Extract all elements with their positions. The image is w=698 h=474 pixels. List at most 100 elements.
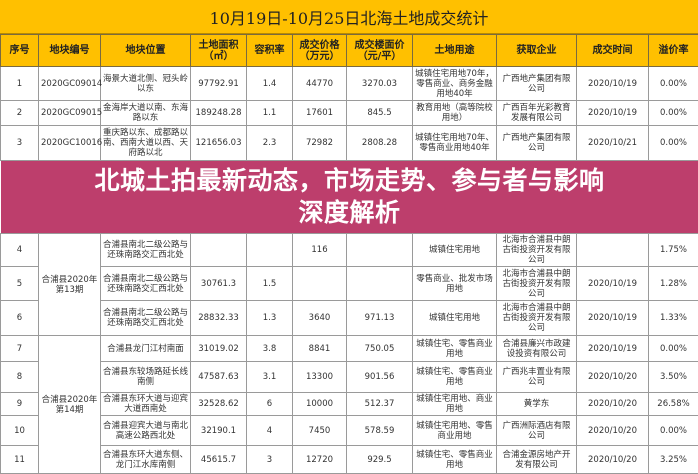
cell-area: 121656.03: [191, 126, 247, 161]
cell-unit: 578.59: [347, 416, 413, 446]
cell-buyer: 广西地产集团有限公司: [497, 67, 577, 101]
cell-no: 3: [1, 126, 39, 161]
cell-unit: [347, 234, 413, 267]
cell-unit: [347, 267, 413, 301]
cell-buyer: 北海市合浦县中朗古街投资开发有限公司: [497, 301, 577, 336]
cell-loc: 合浦县迎宾大道与南北高速公路西北处: [101, 416, 191, 446]
cell-code: 合浦县2020年第13期: [39, 234, 101, 336]
column-header: 容积率: [247, 35, 293, 67]
cell-buyer: 广西地产集团有限公司: [497, 126, 577, 161]
cell-price: 10000: [293, 393, 347, 416]
cell-date: 2020/10/19: [577, 301, 649, 336]
cell-far: [247, 234, 293, 267]
cell-premium: 0.00%: [649, 336, 698, 362]
cell-loc: 海景大道北侧、冠头岭以东: [101, 67, 191, 101]
cell-price: 12720: [293, 446, 347, 474]
column-header: 序号: [1, 35, 39, 67]
cell-date: 2020/10/19: [577, 336, 649, 362]
cell-price: 13300: [293, 362, 347, 393]
column-header: 溢价率: [649, 35, 698, 67]
column-header: 成交楼面价（元/平）: [347, 35, 413, 67]
cell-no: 1: [1, 67, 39, 101]
cell-no: 8: [1, 362, 39, 393]
cell-loc: 合浦县东环大道东侧、龙门江水库南侧: [101, 446, 191, 474]
cell-area: 32190.1: [191, 416, 247, 446]
cell-date: 2020/10/19: [577, 67, 649, 101]
cell-use: 城镇住宅、零售商业用地: [413, 336, 497, 362]
cell-date: 2020/10/19: [577, 267, 649, 301]
cell-area: 97792.91: [191, 67, 247, 101]
cell-buyer: 广西兆丰置业有限公司: [497, 362, 577, 393]
cell-unit: 3270.03: [347, 67, 413, 101]
cell-no: 11: [1, 446, 39, 474]
cell-unit: 750.05: [347, 336, 413, 362]
column-header: 土地用途: [413, 35, 497, 67]
cell-price: 8841: [293, 336, 347, 362]
column-header: 成交时间: [577, 35, 649, 67]
cell-price: 3640: [293, 301, 347, 336]
cell-no: 5: [1, 267, 39, 301]
column-header: 地块位置: [101, 35, 191, 67]
table-title: 10月19日-10月25日北海土地成交统计: [0, 0, 698, 34]
cell-area: 32528.62: [191, 393, 247, 416]
header-row: 序号地块编号地块位置土地面积（㎡）容积率成交价格（万元）成交楼面价（元/平）土地…: [1, 35, 698, 67]
cell-code: 2020GC09015: [39, 101, 101, 126]
cell-unit: 901.56: [347, 362, 413, 393]
cell-use: 教育用地（高等院校用地）: [413, 101, 497, 126]
cell-premium: 0.00%: [649, 416, 698, 446]
cell-area: [191, 234, 247, 267]
cell-date: 2020/10/20: [577, 416, 649, 446]
cell-far: 4: [247, 416, 293, 446]
cell-premium: 1.33%: [649, 301, 698, 336]
cell-loc: 合浦县南北二级公路与还珠南路交汇西北处: [101, 301, 191, 336]
cell-no: 9: [1, 393, 39, 416]
cell-price: 17601: [293, 101, 347, 126]
cell-buyer: 合浦金源房地产开发有限公司: [497, 446, 577, 474]
cell-price: 72982: [293, 126, 347, 161]
cell-far: 2.3: [247, 126, 293, 161]
cell-area: 47587.63: [191, 362, 247, 393]
column-header: 土地面积（㎡）: [191, 35, 247, 67]
cell-use: 零售商业、批发市场用地: [413, 267, 497, 301]
cell-no: 10: [1, 416, 39, 446]
cell-code: 合浦县2020年第14期: [39, 336, 101, 474]
cell-no: 2: [1, 101, 39, 126]
cell-far: 1.3: [247, 301, 293, 336]
cell-unit: 971.13: [347, 301, 413, 336]
cell-premium: 0.00%: [649, 101, 698, 126]
cell-date: 2020/10/19: [577, 101, 649, 126]
cell-code: 2020GC09014: [39, 67, 101, 101]
cell-far: 1.1: [247, 101, 293, 126]
cell-far: 6: [247, 393, 293, 416]
cell-far: 3.1: [247, 362, 293, 393]
cell-loc: 合浦县南北二级公路与还珠南路交汇西北处: [101, 234, 191, 267]
cell-loc: 金海岸大道以南、东海路以东: [101, 101, 191, 126]
cell-unit: 512.37: [347, 393, 413, 416]
cell-loc: 重庆路以东、成都路以南、西南大道以西、天府路以北: [101, 126, 191, 161]
cell-premium: 3.25%: [649, 446, 698, 474]
cell-price: 44770: [293, 67, 347, 101]
cell-far: 1.4: [247, 67, 293, 101]
cell-premium: 1.28%: [649, 267, 698, 301]
cell-area: 31019.02: [191, 336, 247, 362]
cell-far: 3: [247, 446, 293, 474]
cell-premium: 0.00%: [649, 126, 698, 161]
cell-buyer: 广西洲际酒店有限公司: [497, 416, 577, 446]
cell-premium: 26.58%: [649, 393, 698, 416]
cell-date: 2020/10/21: [577, 126, 649, 161]
column-header: 获取企业: [497, 35, 577, 67]
cell-loc: 合浦县东较场路延长线南侧: [101, 362, 191, 393]
cell-price: [293, 267, 347, 301]
cell-premium: 1.75%: [649, 234, 698, 267]
cell-area: 189248.28: [191, 101, 247, 126]
cell-unit: 2808.28: [347, 126, 413, 161]
headline-line-1: 北城土拍最新动态，市场走势、参与者与影响: [1, 165, 698, 197]
headline-line-2: 深度解析: [1, 197, 698, 229]
